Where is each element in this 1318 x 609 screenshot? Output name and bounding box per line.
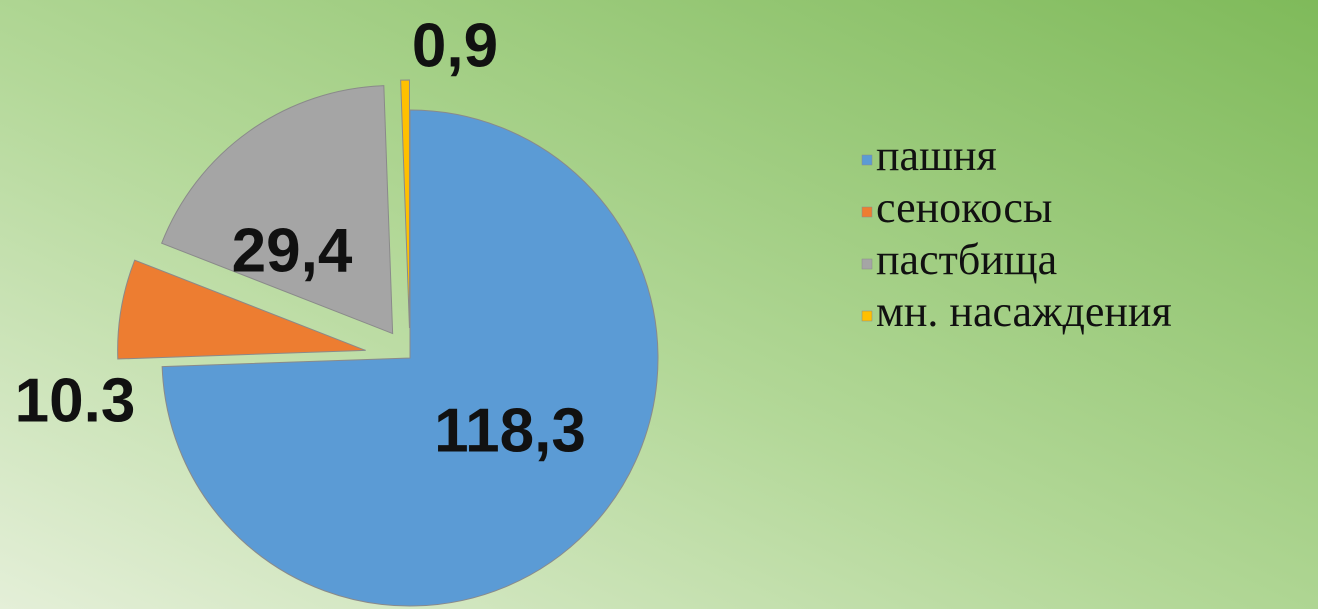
legend-swatch [861, 258, 873, 270]
legend-label: сенокосы [876, 183, 1052, 232]
legend-swatch [861, 206, 873, 218]
data-label: 0,9 [412, 11, 498, 80]
data-label: 29,4 [232, 216, 353, 285]
data-label: 118,3 [434, 396, 586, 465]
legend-swatch [861, 154, 873, 166]
legend-swatch [861, 310, 873, 322]
pie-slice [161, 85, 394, 335]
pie-slice [161, 109, 659, 607]
data-label: 10.3 [15, 366, 136, 435]
pie-slice [400, 79, 410, 329]
legend-label: пашня [876, 131, 997, 180]
pie-slice [117, 259, 366, 360]
legend-label: пастбища [876, 235, 1057, 284]
legend-label: мн. насаждения [876, 287, 1172, 336]
